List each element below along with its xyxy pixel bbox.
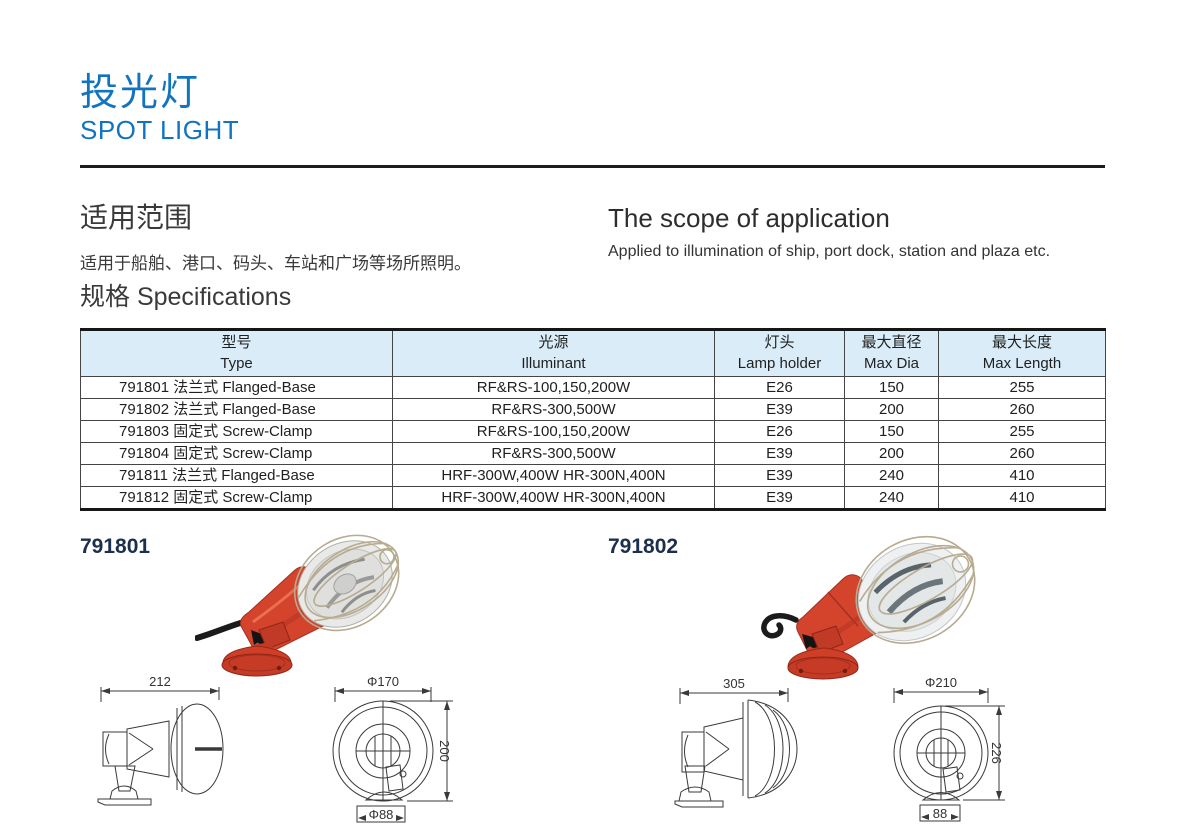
dim-label-front-dia-791801: Φ170 <box>367 674 399 689</box>
spec-cell-type: 791802 法兰式 Flanged-Base <box>80 398 393 421</box>
col-header-illuminant: 光源 Illuminant <box>392 329 715 377</box>
col-header-type: 型号 Type <box>80 329 393 377</box>
base-rim <box>795 657 851 675</box>
spec-cell-type: 791812 固定式 Screw-Clamp <box>80 486 393 510</box>
spec-cell-max-dia: 240 <box>844 464 939 487</box>
col-header-lamp-holder-en: Lamp holder <box>737 354 822 372</box>
base-hole <box>232 665 238 671</box>
product-photo-791801 <box>195 534 400 677</box>
scope-heading-cn: 适用范围 <box>80 202 193 233</box>
power-cable <box>195 618 250 641</box>
dim-label-side-width-791801: 212 <box>149 674 171 689</box>
col-header-illuminant-en: Illuminant <box>521 354 586 372</box>
col-header-max-dia-cn: 最大直径 <box>861 334 922 352</box>
col-header-max-dia: 最大直径 Max Dia <box>844 329 939 377</box>
dim-label-base-dia-791801: Φ88 <box>369 807 394 822</box>
front-view-drawing-791802: Φ210 88 226 <box>893 675 1005 822</box>
spec-row: 791811 法兰式 Flanged-Base HRF-300W,400W HR… <box>80 464 1106 487</box>
spec-cell-type: 791811 法兰式 Flanged-Base <box>80 464 393 487</box>
page-title-en: SPOT LIGHT <box>80 115 240 145</box>
spec-cell-max-dia: 150 <box>844 376 939 399</box>
spec-cell-max-length: 410 <box>938 464 1106 487</box>
wire-guard-cage <box>293 534 400 632</box>
spec-cell-max-dia: 240 <box>844 486 939 510</box>
base-rim <box>228 654 286 672</box>
col-header-lamp-holder: 灯头 Lamp holder <box>714 329 845 377</box>
dim-label-front-dia-791802: Φ210 <box>925 675 957 690</box>
base-flange <box>221 653 293 677</box>
spec-row: 791803 固定式 Screw-Clamp RF&RS-100,150,200… <box>80 420 1106 443</box>
spec-cell-max-length: 260 <box>938 442 1106 465</box>
col-header-max-dia-en: Max Dia <box>863 354 919 372</box>
spec-table-container: 型号 Type 光源 Illuminant 灯头 Lamp holder 最大直径 Ma… <box>80 328 1106 511</box>
spec-cell-illuminant: RF&RS-100,150,200W <box>392 376 715 399</box>
spec-cell-illuminant: RF&RS-300,500W <box>392 398 715 421</box>
base-hole <box>842 668 848 674</box>
side-view-drawing-791801: 212 <box>97 674 224 806</box>
spec-cell-type: 791801 法兰式 Flanged-Base <box>80 376 393 399</box>
specifications-heading: 规格 Specifications <box>80 283 292 311</box>
spec-cell-lamp-holder: E26 <box>714 420 845 443</box>
spec-cell-lamp-holder: E39 <box>714 486 845 510</box>
base-hole <box>276 665 282 671</box>
spec-cell-type: 791803 固定式 Screw-Clamp <box>80 420 393 443</box>
front-view-drawing-791801: Φ170 Φ88 200 <box>332 674 453 823</box>
base-hole <box>798 668 804 674</box>
wire-guard-cage <box>855 535 976 645</box>
product-model-label-791802: 791802 <box>608 535 679 558</box>
spec-row: 791802 法兰式 Flanged-Base RF&RS-300,500W E… <box>80 398 1106 421</box>
spec-cell-max-dia: 150 <box>844 420 939 443</box>
product-model-label-791801: 791801 <box>80 535 151 558</box>
side-view-drawing-791802: 305 <box>674 676 798 808</box>
spec-cell-lamp-holder: E39 <box>714 442 845 465</box>
spec-cell-max-length: 255 <box>938 420 1106 443</box>
hanging-hook <box>761 613 799 639</box>
product-photo-791802 <box>761 535 976 680</box>
spec-row: 791801 法兰式 Flanged-Base RF&RS-100,150,20… <box>80 376 1106 399</box>
spec-cell-max-dia: 200 <box>844 398 939 421</box>
spec-cell-illuminant: RF&RS-100,150,200W <box>392 420 715 443</box>
col-header-max-length-en: Max Length <box>982 354 1062 372</box>
page-title-cn: 投光灯 <box>80 72 201 114</box>
dim-label-height-791801: 200 <box>437 740 452 762</box>
spec-header-row: 型号 Type 光源 Illuminant 灯头 Lamp holder 最大直径 Ma… <box>80 329 1106 377</box>
col-header-max-length: 最大长度 Max Length <box>938 329 1106 377</box>
dim-label-side-width-791802: 305 <box>723 676 745 691</box>
col-header-lamp-holder-cn: 灯头 <box>764 334 795 352</box>
dim-label-base-dia-791802: 88 <box>933 806 947 821</box>
scope-body-en: Applied to illumination of ship, port do… <box>608 243 1051 260</box>
spec-cell-max-length: 255 <box>938 376 1106 399</box>
spec-cell-type: 791804 固定式 Screw-Clamp <box>80 442 393 465</box>
spec-row: 791804 固定式 Screw-Clamp RF&RS-300,500W E3… <box>80 442 1106 465</box>
dim-label-height-791802: 226 <box>989 742 1004 764</box>
spec-cell-illuminant: RF&RS-300,500W <box>392 442 715 465</box>
dimension-drawings-791801: 212 Φ170 Φ88 <box>97 674 453 823</box>
dimension-drawings-791802: 305 Φ210 88 <box>674 675 1005 822</box>
spec-table: 型号 Type 光源 Illuminant 灯头 Lamp holder 最大直径 Ma… <box>80 328 1106 511</box>
spec-cell-max-length: 260 <box>938 398 1106 421</box>
spec-cell-max-length: 410 <box>938 486 1106 510</box>
spec-cell-lamp-holder: E39 <box>714 398 845 421</box>
col-header-max-length-cn: 最大长度 <box>991 334 1052 352</box>
scope-heading-en: The scope of application <box>608 203 890 233</box>
spec-cell-lamp-holder: E26 <box>714 376 845 399</box>
col-header-type-en: Type <box>220 354 253 372</box>
divider-rule <box>80 165 1105 168</box>
spec-cell-max-dia: 200 <box>844 442 939 465</box>
spec-row: 791812 固定式 Screw-Clamp HRF-300W,400W HR-… <box>80 486 1106 510</box>
base-flange <box>787 656 859 680</box>
scope-body-cn: 适用于船舶、港口、码头、车站和广场等场所照明。 <box>80 254 471 273</box>
spec-cell-illuminant: HRF-300W,400W HR-300N,400N <box>392 486 715 510</box>
col-header-type-cn: 型号 <box>221 334 252 352</box>
spec-cell-illuminant: HRF-300W,400W HR-300N,400N <box>392 464 715 487</box>
spec-cell-lamp-holder: E39 <box>714 464 845 487</box>
col-header-illuminant-cn: 光源 <box>538 334 569 352</box>
hinge-bracket <box>811 625 844 654</box>
